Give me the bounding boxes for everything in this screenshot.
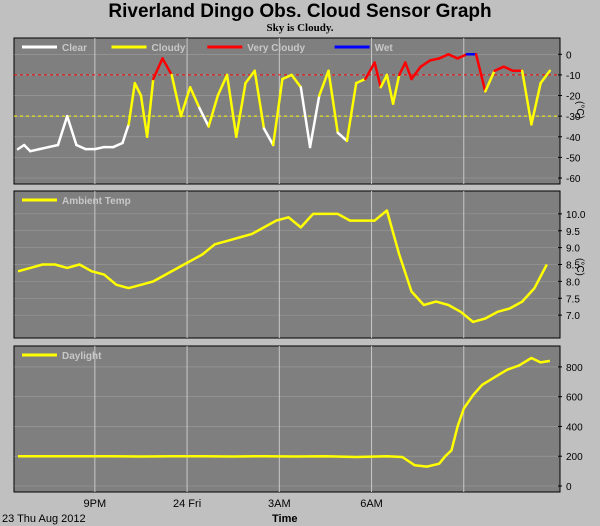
ambient-series-line (17, 209, 548, 324)
cloud-series-segment (281, 73, 293, 81)
cloud-series-segment (29, 147, 41, 153)
daylight-panel: Daylight 800 600 400 200 0 (13, 345, 583, 493)
cloud-series-segment (345, 81, 358, 143)
ambient-unit-label: (°C) (574, 258, 585, 276)
cloud-series-segment (47, 143, 60, 149)
x-tick-label: 3AM (268, 498, 291, 510)
cloud-series-segment (152, 57, 164, 81)
y-tick-label: -50 (566, 153, 581, 164)
y-tick-label: -60 (566, 174, 581, 185)
cloud-series-segment (391, 73, 401, 106)
cloud-unit-label: (°C) (574, 101, 585, 119)
x-axis: 9PM 24 Fri 3AM 6AM (84, 498, 383, 510)
cloud-series-segment (198, 106, 210, 128)
cloud-series-segment (179, 86, 192, 118)
cloud-series-segment (161, 57, 173, 77)
cloud-series-segment (262, 127, 275, 147)
cloud-series-segment (112, 141, 124, 149)
y-tick-label: -30 (566, 112, 581, 123)
legend-label: Wet (375, 43, 394, 54)
cloud-panel: Clear Cloudy Very Cloudy Wet 0 -10 -20 -30 -40 -… (13, 37, 585, 185)
y-tick-label: -40 (566, 133, 581, 144)
cloud-series-segment (139, 94, 149, 139)
cloud-series-segment (253, 69, 266, 130)
page-subtitle: Sky is Cloudy. (266, 22, 334, 34)
cloud-series-segment (385, 73, 395, 106)
cloud-series-segment (520, 69, 533, 126)
cloud-series-segment (336, 131, 349, 143)
time-axis-label: Time (272, 513, 297, 525)
cloud-series-segment (127, 81, 137, 126)
cloud-series-segment (65, 114, 78, 147)
x-tick-label: 9PM (84, 498, 107, 510)
y-tick-label: -10 (566, 71, 581, 82)
y-tick-label: 7.5 (566, 294, 580, 305)
y-tick-label: 600 (566, 393, 583, 404)
y-tick-label: 9.5 (566, 227, 580, 238)
legend-label: Ambient Temp (62, 196, 131, 207)
cloud-series-segment (133, 81, 143, 97)
y-tick-label: -20 (566, 92, 581, 103)
cloud-series-segment (299, 86, 312, 149)
cloud-series-segment (437, 53, 450, 60)
x-tick-label: 6AM (360, 498, 383, 510)
y-tick-label: 7.0 (566, 311, 580, 322)
cloud-series-segment (56, 114, 69, 147)
cloud-series-segment (428, 57, 441, 62)
x-tick-label: 24 Fri (173, 498, 201, 510)
legend-label: Very Cloudy (247, 43, 305, 54)
cloud-series-segment (38, 145, 50, 151)
y-tick-label: 0 (566, 50, 572, 61)
cloud-series-segment (373, 61, 383, 89)
cloud-series-segment (379, 73, 389, 89)
y-tick-label: 400 (566, 422, 583, 433)
cloud-series-segment (364, 61, 376, 81)
date-label: 23 Thu Aug 2012 (2, 513, 86, 525)
cloud-series-segment (308, 94, 321, 149)
cloud-series-segment (539, 69, 552, 85)
cloud-series-segment (318, 69, 330, 97)
legend-label: Cloudy (152, 43, 186, 54)
cloud-series-segment (493, 65, 505, 73)
y-tick-label: 0 (566, 482, 572, 493)
cloud-series-segment (75, 143, 87, 151)
y-tick-label: 9.0 (566, 244, 580, 255)
cloud-series-segment (93, 145, 106, 151)
cloud-series-segment (530, 81, 542, 126)
cloud-series-segment (502, 65, 515, 73)
y-tick-label: 200 (566, 452, 583, 463)
cloud-series-segment (121, 123, 130, 145)
cloud-series-segment (188, 86, 201, 110)
cloud-series-segment (410, 65, 422, 81)
legend-label: Daylight (62, 351, 102, 362)
cloud-series-segment (327, 69, 339, 134)
cloud-series-segment (290, 73, 303, 89)
cloud-series-segment (145, 77, 155, 139)
cloud-series-segment (244, 69, 256, 85)
daylight-series-line (18, 356, 551, 468)
cloud-series-segment (216, 73, 229, 97)
cloud-series-segment (447, 53, 459, 60)
cloud-series-segment (474, 53, 487, 93)
y-tick-label: 800 (566, 363, 583, 374)
page-title: Riverland Dingo Obs. Cloud Sensor Graph (108, 1, 492, 22)
cloud-series-segment (456, 53, 469, 60)
cloud-series-segment (271, 77, 284, 147)
y-tick-label: 10.0 (566, 210, 586, 221)
legend-label: Clear (62, 43, 87, 54)
y-tick-label: 8.0 (566, 277, 580, 288)
cloud-series-segment (397, 61, 407, 77)
cloud-series-segment (235, 81, 247, 139)
cloud-series-segment (354, 77, 367, 85)
cloud-series-segment (404, 61, 413, 81)
y-tick-label: 8.5 (566, 261, 580, 272)
cloud-series-segment (22, 143, 32, 153)
cloud-series-segment (225, 73, 238, 139)
ambient-panel: Ambient Temp 10.0 9.5 9.0 8.5 8.0 7.5 7.0 (°C) (13, 190, 586, 339)
cloud-series-segment (170, 73, 183, 118)
cloud-series-segment (207, 94, 220, 128)
cloud-series-segment (419, 59, 432, 68)
cloud-series-segment (484, 69, 496, 93)
